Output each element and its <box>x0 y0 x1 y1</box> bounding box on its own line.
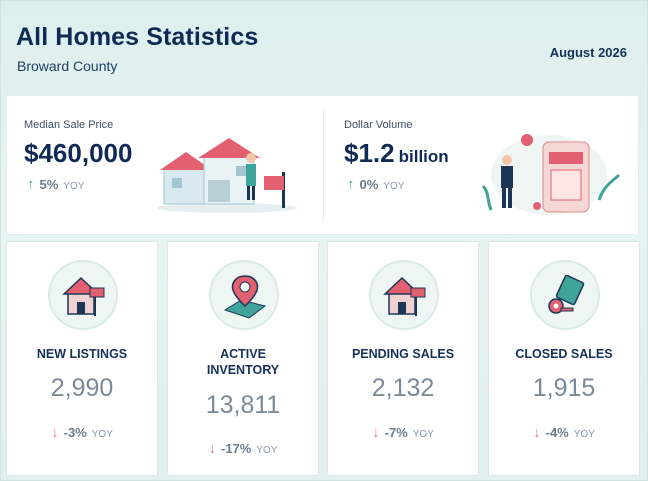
active-inventory-label-line1: ACTIVE <box>220 347 266 361</box>
icon-badge <box>48 260 118 330</box>
active-inventory-yoy: ↓ -17% YOY <box>168 440 318 457</box>
icon-badge <box>369 260 439 330</box>
new-listings-yoy: ↓ -3% YOY <box>7 424 157 441</box>
median-sale-price-value: $460,000 <box>24 138 132 169</box>
yoy-tag: YOY <box>256 445 278 456</box>
pending-sales-value: 2,132 <box>371 374 435 402</box>
active-inventory-label-line2: INVENTORY <box>206 363 280 377</box>
dollar-volume-yoy: ↑ 0% YOY <box>347 176 404 193</box>
key-icon <box>548 274 585 314</box>
dollar-volume-amount: $1.2 <box>344 138 395 168</box>
arrow-up-icon: ↑ <box>347 176 355 193</box>
pending-sales-change: -7% <box>384 425 408 440</box>
dollar-volume-unit: billion <box>398 147 449 166</box>
closed-sales-label: CLOSED SALES <box>515 347 613 361</box>
yoy-tag: YOY <box>573 429 595 440</box>
pending-sales-label: PENDING SALES <box>351 347 455 361</box>
arrow-down-icon: ↓ <box>51 424 59 441</box>
new-listings-value: 2,990 <box>50 374 114 402</box>
arrow-up-icon: ↑ <box>27 176 35 193</box>
median-sale-price-yoy: ↑ 5% YOY <box>27 176 84 193</box>
closed-sales-value: 1,915 <box>532 374 596 402</box>
active-inventory-card: ACTIVE INVENTORY 13,811 ↓ -17% YOY <box>167 241 319 476</box>
median-sale-price-change: 5% <box>39 177 59 192</box>
median-sale-price-label: Median Sale Price <box>24 119 114 131</box>
icon-badge <box>530 260 600 330</box>
dollar-volume-value: $1.2 billion <box>344 138 449 169</box>
page-subtitle: Broward County <box>17 58 118 74</box>
dollar-volume-label: Dollar Volume <box>344 119 413 131</box>
house-for-sale-icon <box>62 276 105 316</box>
yoy-tag: YOY <box>63 181 85 192</box>
house-for-sale-illustration-icon <box>157 138 297 213</box>
pending-sales-yoy: ↓ -7% YOY <box>328 424 478 441</box>
closed-sales-yoy: ↓ -4% YOY <box>489 424 639 441</box>
new-listings-label: NEW LISTINGS <box>36 347 128 361</box>
house-for-sale-icon <box>383 276 426 316</box>
arrow-down-icon: ↓ <box>372 424 380 441</box>
dollar-volume-change: 0% <box>359 177 379 192</box>
icon-badge <box>209 260 279 330</box>
yoy-tag: YOY <box>412 429 434 440</box>
summary-card: Median Sale Price $460,000 ↑ 5% YOY <box>6 95 639 235</box>
active-inventory-change: -17% <box>221 441 252 456</box>
arrow-down-icon: ↓ <box>533 424 541 441</box>
report-date: August 2026 <box>549 45 627 60</box>
new-listings-change: -3% <box>63 425 87 440</box>
summary-divider <box>323 110 324 222</box>
median-sale-price-amount: $460,000 <box>24 138 133 168</box>
yoy-tag: YOY <box>383 181 405 192</box>
arrow-down-icon: ↓ <box>208 440 217 457</box>
yoy-tag: YOY <box>91 429 113 440</box>
closed-sales-card: CLOSED SALES 1,915 ↓ -4% YOY <box>488 241 640 476</box>
phone-payment-illustration-icon <box>481 134 621 215</box>
active-inventory-value: 13,811 <box>205 391 281 419</box>
closed-sales-change: -4% <box>545 425 569 440</box>
map-pin-icon <box>223 275 267 319</box>
pending-sales-card: PENDING SALES 2,132 ↓ -7% YOY <box>327 241 479 476</box>
new-listings-card: NEW LISTINGS 2,990 ↓ -3% YOY <box>6 241 158 476</box>
page-title: All Homes Statistics <box>16 23 259 51</box>
